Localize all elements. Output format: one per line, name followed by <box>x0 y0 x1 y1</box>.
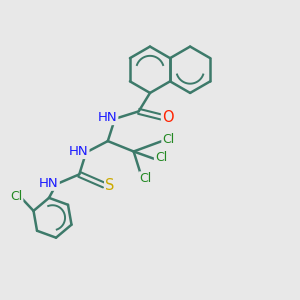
Text: HN: HN <box>98 111 117 124</box>
Text: HN: HN <box>39 177 59 190</box>
Text: Cl: Cl <box>155 151 167 164</box>
Text: S: S <box>105 178 115 193</box>
Text: Cl: Cl <box>162 133 175 146</box>
Text: O: O <box>162 110 174 125</box>
Text: HN: HN <box>69 145 88 158</box>
Text: Cl: Cl <box>140 172 152 185</box>
Text: Cl: Cl <box>10 190 22 203</box>
